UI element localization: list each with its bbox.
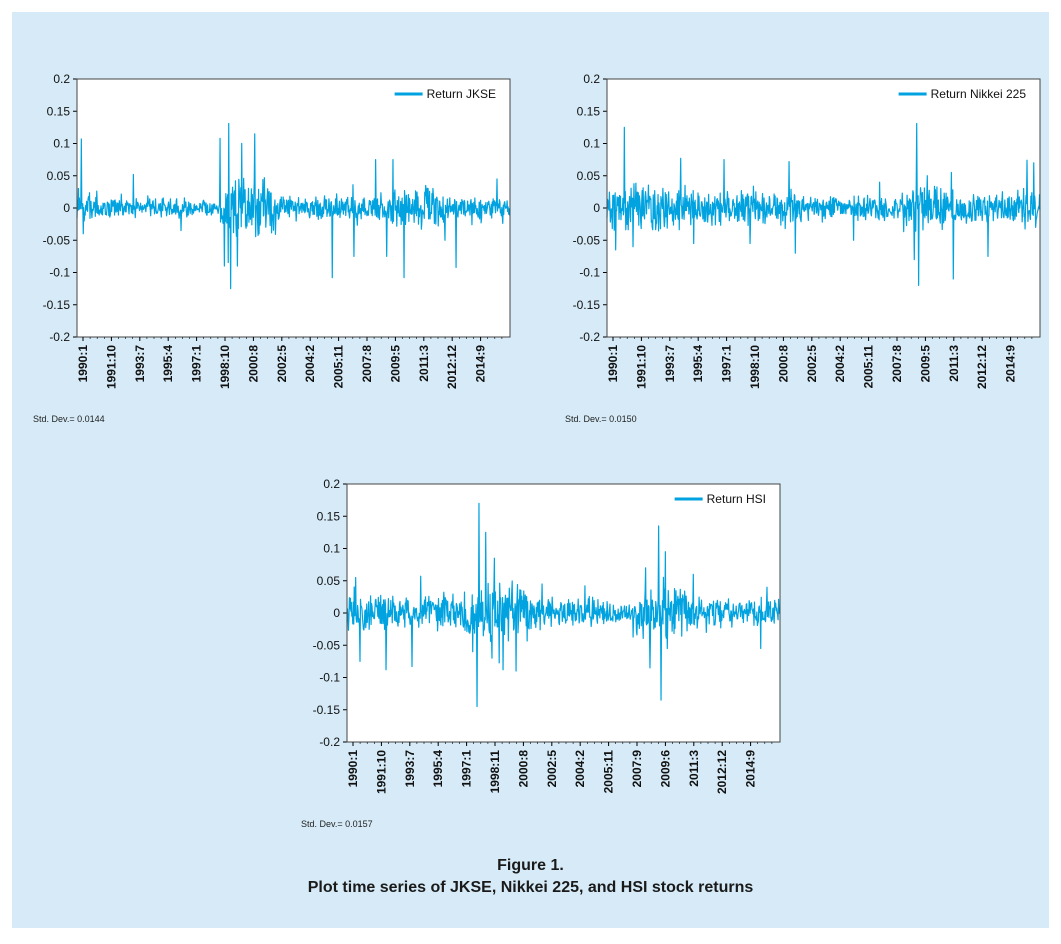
y-tick-label: 0.1 <box>583 137 600 151</box>
chart-nikkei-returns: 0.2 0.15 0.1 0.05 0 -0.05 -0.1 -0.15 -0.2 1990:1 1… <box>573 72 1041 389</box>
x-tick-label: 1995:4 <box>161 345 175 383</box>
x-tick-label: 1997:1 <box>720 345 734 383</box>
y-tick-label: 0.1 <box>323 542 340 556</box>
x-tick-label: 2007:9 <box>630 750 644 788</box>
x-tick-label: 2002:5 <box>275 345 289 383</box>
x-tick-label: 1997:1 <box>460 750 474 788</box>
y-tick-label: 0 <box>63 201 70 215</box>
y-tick-label: -0.15 <box>313 703 341 717</box>
plot-frame <box>76 78 511 338</box>
std-dev-label-hsi: Std. Dev.= 0.0157 <box>301 819 373 829</box>
y-tick-label: -0.15 <box>43 298 71 312</box>
x-tick-label: 1991:10 <box>374 750 388 794</box>
std-dev-label-jkse: Std. Dev.= 0.0144 <box>33 414 105 424</box>
figure-caption-number: Figure 1. <box>497 857 564 874</box>
x-tick-label: 2000:8 <box>776 345 790 383</box>
legend-label: Return JKSE <box>427 87 496 101</box>
x-tick-label: 2002:5 <box>545 750 559 788</box>
x-tick-label: 2005:11 <box>332 345 346 389</box>
y-tick-label: -0.2 <box>319 735 340 749</box>
series-line <box>606 122 1041 286</box>
x-tick-label: 1993:7 <box>663 345 677 383</box>
x-tick-label: 2014:9 <box>744 750 758 788</box>
x-tick-label: 2004:2 <box>573 750 587 788</box>
x-tick-label: 1995:4 <box>691 345 705 383</box>
x-tick-label: 2012:12 <box>445 345 459 389</box>
std-dev-label-nikkei: Std. Dev.= 0.0150 <box>565 414 637 424</box>
y-tick-label: -0.2 <box>49 330 70 344</box>
x-tick-label: 2009:6 <box>658 750 672 788</box>
series-line <box>76 122 511 290</box>
y-tick-label: -0.1 <box>49 266 70 280</box>
x-tick-label: 1997:1 <box>190 345 204 383</box>
x-tick-label: 1998:10 <box>748 345 762 389</box>
x-tick-label: 1991:10 <box>104 345 118 389</box>
x-tick-label: 1990:1 <box>76 345 90 383</box>
x-tick-label: 2007:8 <box>890 345 904 383</box>
y-tick-label: -0.1 <box>319 671 340 685</box>
x-tick-label: 1990:1 <box>606 345 620 383</box>
y-tick-label: 0 <box>593 201 600 215</box>
x-tick-label: 1991:10 <box>634 345 648 389</box>
y-tick-label: -0.15 <box>573 298 601 312</box>
x-tick-label: 2004:2 <box>303 345 317 383</box>
x-tick-label: 2011:3 <box>687 750 701 787</box>
x-tick-label: 2005:11 <box>862 345 876 389</box>
y-tick-label: 0.05 <box>47 169 71 183</box>
x-tick-label: 2011:3 <box>417 345 431 382</box>
y-tick-label: 0.2 <box>53 72 70 86</box>
x-tick-label: 2011:3 <box>947 345 961 382</box>
x-tick-label: 1993:7 <box>133 345 147 383</box>
x-tick-label: 1998:11 <box>488 750 502 794</box>
y-tick-label: 0.05 <box>317 574 341 588</box>
y-tick-label: 0.2 <box>583 72 600 86</box>
plot-frame <box>346 483 781 743</box>
x-tick-label: 2007:8 <box>360 345 374 383</box>
x-tick-label: 2000:8 <box>246 345 260 383</box>
y-tick-label: 0.15 <box>577 104 601 118</box>
y-tick-label: -0.2 <box>579 330 600 344</box>
legend-label: Return HSI <box>707 492 766 506</box>
chart-jkse-returns: 0.2 0.15 0.1 0.05 0 -0.05 -0.1 -0.15 -0.2 1990:1 1… <box>43 72 511 389</box>
series-line <box>346 502 781 708</box>
x-tick-label: 2009:5 <box>388 345 402 383</box>
x-tick-label: 2012:12 <box>715 750 729 794</box>
y-tick-label: -0.05 <box>573 233 601 247</box>
y-tick-label: -0.05 <box>313 638 341 652</box>
x-tick-label: 1990:1 <box>346 750 360 788</box>
chart-hsi-returns: 0.2 0.15 0.1 0.05 0 -0.05 -0.1 -0.15 -0.2 1990:1 1… <box>313 477 781 794</box>
x-tick-label: 2012:12 <box>975 345 989 389</box>
x-tick-label: 1993:7 <box>403 750 417 788</box>
y-tick-label: 0.2 <box>323 477 340 491</box>
y-tick-label: -0.1 <box>579 266 600 280</box>
y-tick-label: 0.05 <box>577 169 601 183</box>
x-tick-label: 2002:5 <box>805 345 819 383</box>
legend-label: Return Nikkei 225 <box>931 87 1027 101</box>
y-tick-label: -0.05 <box>43 233 71 247</box>
y-tick-label: 0 <box>333 606 340 620</box>
x-tick-label: 2000:8 <box>516 750 530 788</box>
plot-frame <box>606 78 1041 338</box>
y-tick-label: 0.15 <box>317 509 341 523</box>
x-tick-label: 2014:9 <box>1004 345 1018 383</box>
x-tick-label: 1995:4 <box>431 750 445 788</box>
y-tick-label: 0.1 <box>53 137 70 151</box>
y-tick-label: 0.15 <box>47 104 71 118</box>
x-tick-label: 1998:10 <box>218 345 232 389</box>
x-tick-label: 2009:5 <box>918 345 932 383</box>
x-tick-label: 2014:9 <box>474 345 488 383</box>
x-tick-label: 2004:2 <box>833 345 847 383</box>
figure-caption-title: Plot time series of JKSE, Nikkei 225, an… <box>307 879 754 896</box>
x-tick-label: 2005:11 <box>602 750 616 794</box>
